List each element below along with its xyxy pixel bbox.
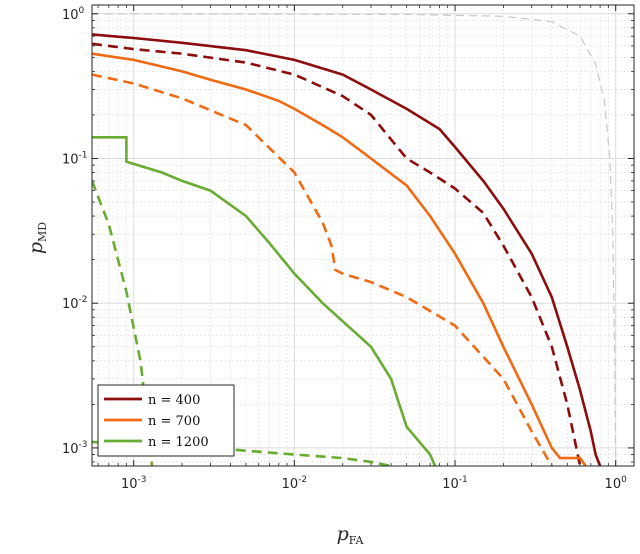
major-grid xyxy=(92,5,634,466)
legend-label: n = 400 xyxy=(148,393,200,408)
series-n-400-solid-line xyxy=(92,33,602,466)
legend: n = 400 n = 700 n = 1200 xyxy=(97,384,235,457)
plot-frame xyxy=(91,4,635,467)
y-tick-label: 100 xyxy=(62,6,85,23)
legend-label: n = 1200 xyxy=(148,435,209,450)
y-tick-label: 10-3 xyxy=(62,440,88,457)
series-n-700-dashed-line xyxy=(92,73,553,466)
legend-label: n = 700 xyxy=(148,414,200,429)
series-n-400-dashed-line xyxy=(92,42,582,466)
reference-dashed-curve xyxy=(92,13,617,466)
y-axis-label: pMD xyxy=(25,222,49,254)
axis-ticks xyxy=(92,5,634,466)
x-tick-label: 10-1 xyxy=(442,475,468,492)
x-tick-label: 10-3 xyxy=(121,475,147,492)
x-tick-label: 10-2 xyxy=(282,475,308,492)
series-n-1200-solid-line xyxy=(92,136,437,466)
x-tick-labels: 10-3 10-2 10-1 100 xyxy=(121,475,627,492)
curves xyxy=(92,13,617,466)
y-tick-label: 10-2 xyxy=(62,295,88,312)
series-n-700-solid-line xyxy=(92,52,587,466)
y-tick-labels: 10-3 10-2 10-1 100 xyxy=(62,6,88,457)
y-tick-label: 10-1 xyxy=(62,150,88,167)
x-axis-label: pFA xyxy=(337,523,365,547)
x-tick-label: 100 xyxy=(605,475,628,492)
